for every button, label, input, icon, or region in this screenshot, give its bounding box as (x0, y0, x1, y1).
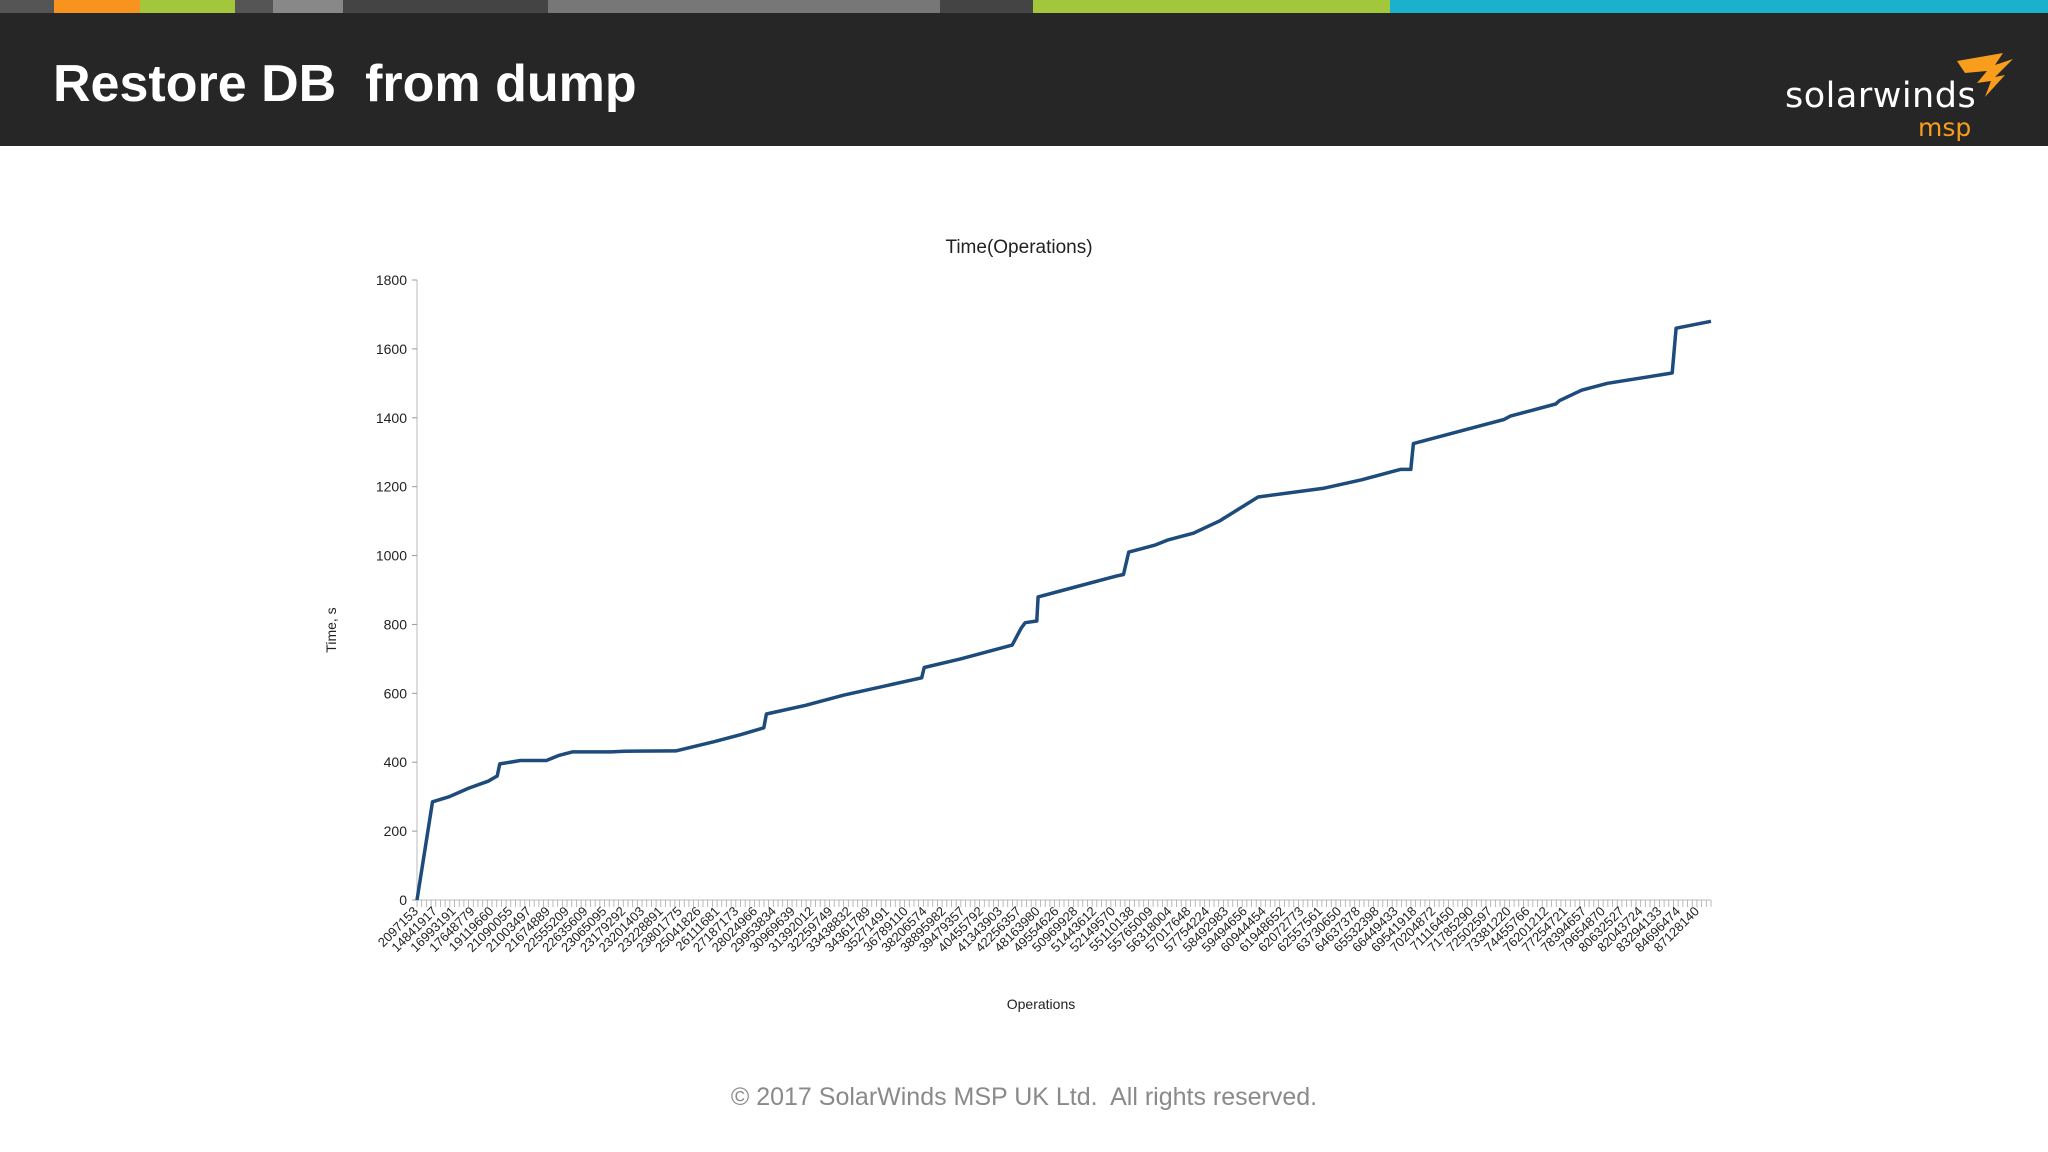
solarwinds-bird-icon (1957, 53, 2013, 97)
slide-header: Restore DB from dump solarwinds msp (0, 13, 2048, 146)
stripe-segment (343, 0, 548, 13)
y-tick-label: 1400 (376, 410, 407, 426)
slide-title: Restore DB from dump (53, 55, 637, 113)
stripe-segment (54, 0, 140, 13)
logo-subtitle: msp (1918, 113, 1972, 142)
y-tick-label: 1200 (376, 479, 407, 495)
y-tick-label: 200 (384, 823, 408, 839)
copyright-footer: © 2017 SolarWinds MSP UK Ltd. All rights… (730, 1083, 1318, 1111)
y-tick-label: 600 (384, 685, 408, 701)
solarwinds-logo: solarwinds msp (1780, 41, 2020, 142)
series-line (415, 319, 1712, 901)
line-chart: Time(Operations) Time, s Operations 0 200… (323, 237, 1712, 1012)
y-tick-label: 1600 (376, 341, 407, 357)
y-axis-label: Time, s (323, 607, 339, 652)
y-tick-label: 1800 (376, 272, 407, 288)
stripe-segment (0, 0, 54, 13)
x-tick-labels: 2097153148419171699319117648779191196602… (375, 904, 1702, 956)
stripe-segment (940, 0, 1033, 13)
y-tick-label: 800 (384, 616, 408, 632)
stripe-segment (140, 0, 235, 13)
logo-wordmark: solarwinds (1785, 76, 1977, 116)
stripe-segment (548, 0, 940, 13)
y-tick-label: 400 (384, 754, 408, 770)
chart-title: Time(Operations) (945, 237, 1092, 258)
y-ticks: 0 200 400 600 800 1000 1200 1400 1600 1800 (376, 272, 417, 908)
x-ticks (416, 900, 1712, 907)
stripe-segment (1390, 0, 2048, 13)
top-color-stripe (0, 0, 2048, 13)
stripe-segment (1033, 0, 1390, 13)
stripe-segment (235, 0, 273, 13)
x-axis-label: Operations (1007, 996, 1075, 1012)
stripe-segment (273, 0, 343, 13)
y-tick-label: 0 (399, 892, 407, 908)
y-tick-label: 1000 (376, 548, 407, 564)
